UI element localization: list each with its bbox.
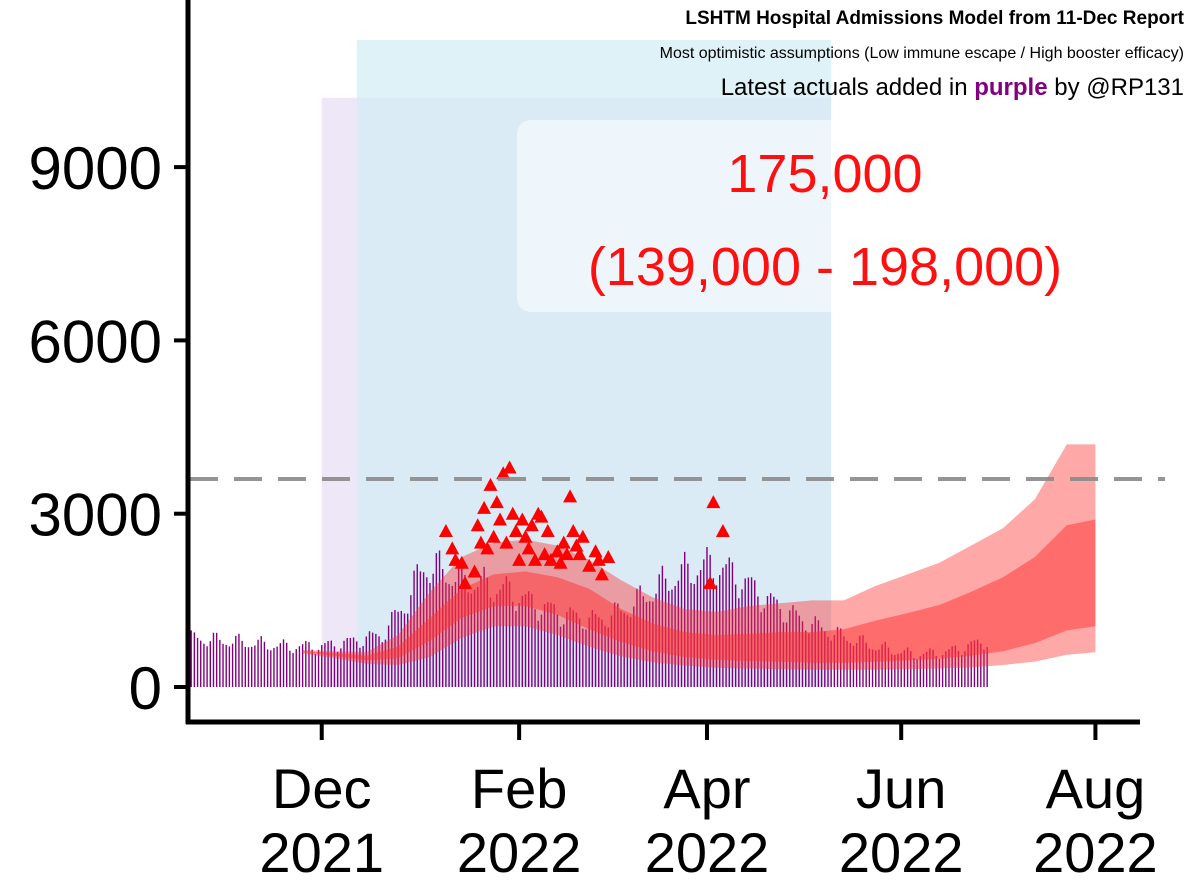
actual-triangle bbox=[508, 524, 523, 538]
actual-triangle bbox=[563, 489, 578, 503]
annotation-total: 175,000 bbox=[727, 144, 922, 204]
note-highlight: purple bbox=[974, 74, 1048, 101]
y-tick-label: 9000 bbox=[29, 135, 162, 202]
chart-subtitle: Most optimistic assumptions (Low immune … bbox=[659, 45, 1184, 62]
actual-triangle bbox=[473, 535, 488, 549]
actual-triangle bbox=[543, 552, 558, 566]
actual-triangle bbox=[540, 524, 555, 538]
actual-triangle bbox=[528, 552, 543, 566]
actual-triangle bbox=[572, 547, 587, 561]
model-bands bbox=[302, 444, 1096, 670]
y-tick-label: 0 bbox=[129, 655, 162, 722]
note-suffix: by @RP131 bbox=[1054, 74, 1184, 101]
model-outer-band bbox=[302, 444, 1096, 670]
actuals-triangles bbox=[438, 460, 730, 590]
actual-triangle bbox=[470, 518, 485, 532]
actual-triangle bbox=[515, 512, 530, 526]
x-tick-year: 2022 bbox=[1033, 821, 1158, 881]
annotation-background bbox=[517, 120, 1077, 312]
actual-triangle bbox=[601, 550, 616, 564]
actual-triangle bbox=[480, 541, 495, 555]
x-tick-month: Dec bbox=[272, 757, 372, 820]
x-tick-month: Jun bbox=[856, 757, 946, 820]
x-tick-year: 2021 bbox=[259, 821, 384, 881]
actual-triangle bbox=[518, 529, 533, 543]
model-inner-band bbox=[302, 519, 1096, 663]
actual-triangle bbox=[505, 506, 520, 520]
actual-triangle bbox=[477, 500, 492, 514]
actual-triangle bbox=[575, 529, 590, 543]
x-tick-year: 2022 bbox=[645, 821, 770, 881]
actual-triangle bbox=[493, 512, 508, 526]
x-tick-year: 2022 bbox=[839, 821, 964, 881]
y-tick-label: 6000 bbox=[29, 308, 162, 375]
chart-note: Latest actuals added in purple by @RP131 bbox=[721, 74, 1184, 102]
actual-triangle bbox=[550, 544, 565, 558]
actual-triangle bbox=[467, 564, 482, 578]
chart-title: LSHTM Hospital Admissions Model from 11-… bbox=[685, 8, 1184, 29]
actual-triangle bbox=[706, 495, 721, 509]
actual-triangle bbox=[512, 552, 527, 566]
actual-triangle bbox=[458, 576, 473, 590]
x-tick-month: Feb bbox=[471, 757, 568, 820]
actual-triangle bbox=[483, 477, 498, 491]
x-tick-year: 2022 bbox=[457, 821, 582, 881]
actual-triangle bbox=[594, 567, 609, 581]
actual-triangle bbox=[524, 518, 539, 532]
annotation-range: (139,000 - 198,000) bbox=[588, 237, 1062, 297]
x-tick-month: Apr bbox=[663, 757, 750, 820]
actual-triangle bbox=[521, 541, 536, 555]
actual-triangle bbox=[559, 547, 574, 561]
actual-triangle bbox=[502, 460, 517, 474]
actual-triangle bbox=[553, 555, 568, 569]
actual-triangle bbox=[445, 541, 460, 555]
y-axis-ticks: 0 3000 6000 9000 bbox=[29, 135, 188, 722]
actual-triangle bbox=[534, 509, 549, 523]
x-tick-month: Aug bbox=[1046, 757, 1146, 820]
axes bbox=[185, 0, 1140, 725]
actual-triangle bbox=[715, 524, 730, 538]
actual-triangle bbox=[556, 535, 571, 549]
note-prefix: Latest actuals added in bbox=[720, 74, 968, 101]
actual-triangle bbox=[499, 535, 514, 549]
y-tick-label: 3000 bbox=[29, 482, 162, 549]
actual-triangle bbox=[454, 555, 469, 569]
actual-triangle bbox=[438, 524, 453, 538]
actual-triangle bbox=[703, 576, 718, 590]
actual-triangle bbox=[566, 524, 581, 538]
actual-triangle bbox=[582, 558, 597, 572]
actual-triangle bbox=[537, 547, 552, 561]
annotation-box: 175,000 (139,000 - 198,000) bbox=[517, 120, 1077, 312]
actual-triangle bbox=[486, 529, 501, 543]
actual-triangle bbox=[489, 495, 504, 509]
